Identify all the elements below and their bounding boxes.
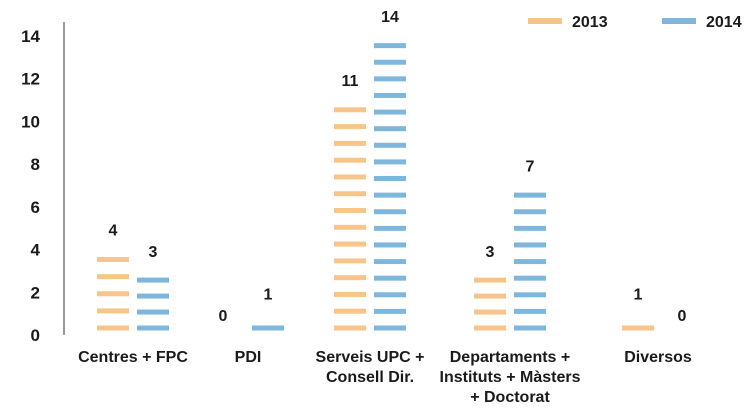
legend-item-2014: 2014 — [662, 14, 742, 31]
y-tick-label: 2 — [31, 283, 40, 302]
legend-label: 2013 — [572, 14, 608, 31]
data-label-2013-3: 3 — [486, 244, 495, 261]
bar-2014-3 — [514, 192, 546, 331]
y-tick-label: 14 — [21, 27, 40, 46]
legend-swatch — [528, 18, 562, 24]
data-label-2014-2: 14 — [381, 9, 399, 26]
category-label: Diversos — [624, 349, 692, 366]
data-label-2014-0: 3 — [149, 244, 158, 261]
bar-2013-3 — [474, 277, 506, 331]
category-label: Consell Dir. — [326, 369, 414, 386]
category-label: PDI — [235, 349, 262, 366]
bar-2014-1 — [252, 325, 284, 331]
category-label: Centres + FPC — [78, 349, 188, 366]
bar-2013-0 — [97, 257, 129, 331]
legend-label: 2014 — [706, 14, 742, 31]
legend-swatch — [662, 18, 696, 24]
legend-item-2013: 2013 — [528, 14, 608, 31]
y-tick-label: 8 — [31, 155, 40, 174]
y-tick-label: 6 — [31, 198, 40, 217]
bar-2013-2 — [334, 107, 366, 331]
bar-2014-0 — [137, 277, 169, 331]
data-label-2013-1: 0 — [219, 308, 228, 325]
data-label-2013-4: 1 — [634, 287, 643, 304]
data-labels: 4 0 11 3 1 3 1 14 7 0 — [109, 9, 687, 325]
bar-2014-2 — [374, 43, 406, 331]
data-label-2014-3: 7 — [526, 159, 535, 176]
y-tick-label: 0 — [31, 326, 40, 345]
category-label: Departaments + — [450, 349, 571, 366]
y-tick-label: 12 — [21, 70, 40, 89]
y-axis: 0 2 4 6 8 10 12 14 — [21, 22, 65, 345]
data-label-2013-0: 4 — [109, 223, 118, 240]
category-labels: Centres + FPC PDI Serveis UPC + Consell Dir… — [78, 349, 692, 406]
legend: 2013 2014 — [528, 14, 742, 31]
bar-2013-4 — [622, 325, 654, 331]
y-tick-label: 4 — [31, 241, 41, 260]
data-label-2013-2: 11 — [342, 73, 359, 90]
category-label: Serveis UPC + — [316, 349, 425, 366]
bars — [97, 43, 654, 331]
y-tick-label: 10 — [21, 112, 40, 131]
category-label: + Doctorat — [470, 389, 550, 406]
data-label-2014-1: 1 — [264, 287, 273, 304]
data-label-2014-4: 0 — [678, 308, 687, 325]
category-label: Instituts + Màsters — [440, 369, 581, 386]
